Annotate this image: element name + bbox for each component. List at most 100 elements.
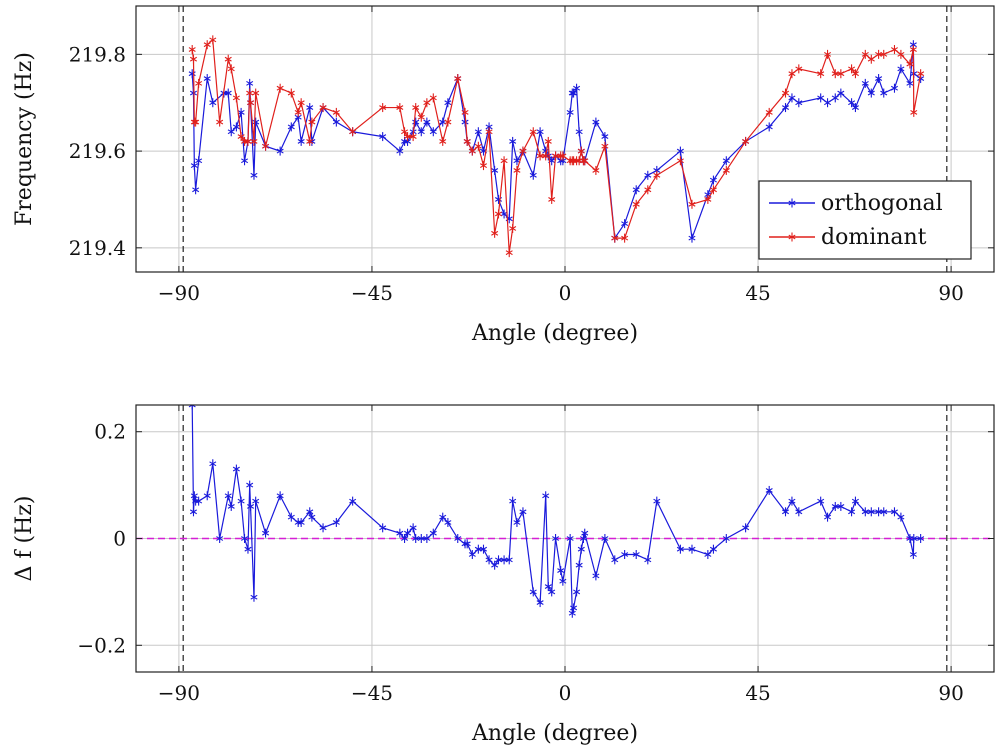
orthogonal-series-point	[837, 88, 845, 98]
orthogonal-series-point	[237, 107, 245, 117]
delta-f-series-point	[209, 459, 217, 469]
delta-f-series-point	[542, 491, 550, 501]
delta-f-series-point	[505, 555, 513, 565]
delta-f-series-point	[227, 501, 235, 511]
orthogonal-series-point	[509, 136, 517, 146]
legend-box	[758, 180, 972, 260]
dominant-series-point	[548, 194, 556, 204]
delta-f-series-point	[287, 512, 295, 522]
orthogonal-series-point	[897, 64, 905, 74]
delta-f-series-point	[412, 534, 420, 543]
orthogonal-series-point	[246, 78, 254, 88]
dominant-series-point	[519, 146, 527, 156]
dominant-series-point	[417, 112, 425, 122]
dominant-series-point	[611, 233, 619, 243]
delta-f-series-point	[444, 517, 452, 527]
x-tick-label: −45	[351, 281, 393, 305]
legend-label: orthogonal	[821, 191, 943, 216]
x-tick-label: 90	[938, 281, 963, 305]
orthogonal-series-point	[817, 93, 825, 103]
delta-f-series-point	[203, 491, 211, 501]
delta-f-series-point	[332, 517, 340, 527]
dominant-series-point	[189, 54, 198, 64]
delta-f-series-point	[349, 496, 357, 506]
delta-f-series-point	[837, 501, 845, 511]
delta-f-series-point	[241, 534, 249, 543]
delta-f-series-point	[851, 496, 859, 506]
delta-f-series-point	[788, 496, 796, 506]
orthogonal-series-point	[867, 88, 875, 98]
delta-f-series-point	[513, 517, 521, 527]
delta-f-series-point	[454, 534, 462, 543]
dominant-series-point	[688, 199, 696, 209]
orthogonal-series-point	[592, 117, 600, 127]
dominant-series-point	[570, 156, 578, 166]
legend-entry-orthogonal: orthogonal	[769, 191, 943, 216]
legend-label: dominant	[821, 225, 927, 250]
dominant-series-point	[461, 107, 469, 117]
dominant-series-point	[837, 69, 845, 79]
delta-f-series-point	[519, 507, 527, 517]
delta-f-series-point	[529, 587, 537, 597]
delta-f-series-point	[781, 507, 790, 517]
dominant-series-point	[423, 98, 431, 108]
orthogonal-series-point	[332, 117, 340, 127]
orthogonal-series-point	[573, 83, 581, 93]
dominant-series-point	[601, 141, 609, 151]
dominant-series-point	[559, 151, 567, 161]
delta-f-series-point	[237, 496, 245, 506]
plot-area	[188, 405, 925, 618]
delta-f-series-point	[232, 464, 240, 474]
dominant-series-point	[485, 127, 493, 137]
x-axis-label: Angle (degree)	[471, 321, 638, 346]
delta-f-series-point	[568, 608, 576, 618]
dominant-series-point	[910, 107, 918, 117]
delta-f-series-point	[709, 544, 717, 554]
delta-f-series-line	[191, 405, 921, 614]
orthogonal-series-point	[396, 146, 404, 156]
delta-f-series-point	[880, 507, 888, 517]
delta-f-series-point	[621, 550, 629, 560]
y-tick-label: 219.4	[69, 236, 126, 260]
delta-f-series-point	[861, 507, 869, 517]
dominant-series-point	[494, 209, 503, 219]
dominant-series-point	[824, 49, 832, 59]
dominant-series-point	[306, 136, 314, 146]
y-axis-label: Frequency (Hz)	[12, 52, 37, 226]
dominant-series-point	[897, 49, 905, 59]
delta-f-series-point	[601, 534, 609, 543]
orthogonal-series-point	[241, 156, 249, 166]
x-tick-label: −45	[351, 681, 393, 705]
dominant-series-point	[396, 103, 404, 113]
frequency-panel: −90 −45 0 45 90 219.4 219.6 219.8 Angle (degree)…	[12, 5, 995, 346]
dominant-series-point	[909, 45, 917, 55]
delta-f-series-point	[379, 523, 387, 533]
dominant-series-point	[349, 127, 357, 137]
orthogonal-series-point	[188, 69, 196, 79]
orthogonal-series-point	[848, 98, 856, 108]
delta-f-series-point	[644, 555, 652, 565]
delta-f-series-point	[573, 587, 581, 597]
legend-swatch-marker	[788, 232, 796, 242]
orthogonal-series-point	[423, 117, 431, 127]
delta-f-series-point	[848, 507, 856, 517]
dominant-series-point	[454, 74, 462, 84]
dominant-series-point	[332, 107, 340, 117]
dominant-series-point	[195, 78, 203, 88]
dominant-series-point	[676, 156, 684, 166]
y-tick-label: −0.2	[77, 633, 126, 657]
delta-f-series-point	[244, 544, 252, 554]
delta-f-series-point	[468, 550, 476, 560]
dominant-series-point	[250, 136, 258, 146]
orthogonal-series-point	[644, 170, 652, 180]
delta-f-series-point	[704, 550, 712, 560]
orthogonal-series-point	[788, 93, 796, 103]
dominant-series-point	[644, 185, 652, 195]
orthogonal-series-point	[831, 93, 839, 103]
dominant-series-point	[621, 233, 629, 243]
dominant-series-point	[851, 69, 859, 79]
dominant-series-point	[203, 40, 211, 50]
dominant-series-point	[246, 88, 254, 98]
delta-f-series-point	[417, 534, 425, 543]
orthogonal-series-point	[621, 219, 629, 229]
